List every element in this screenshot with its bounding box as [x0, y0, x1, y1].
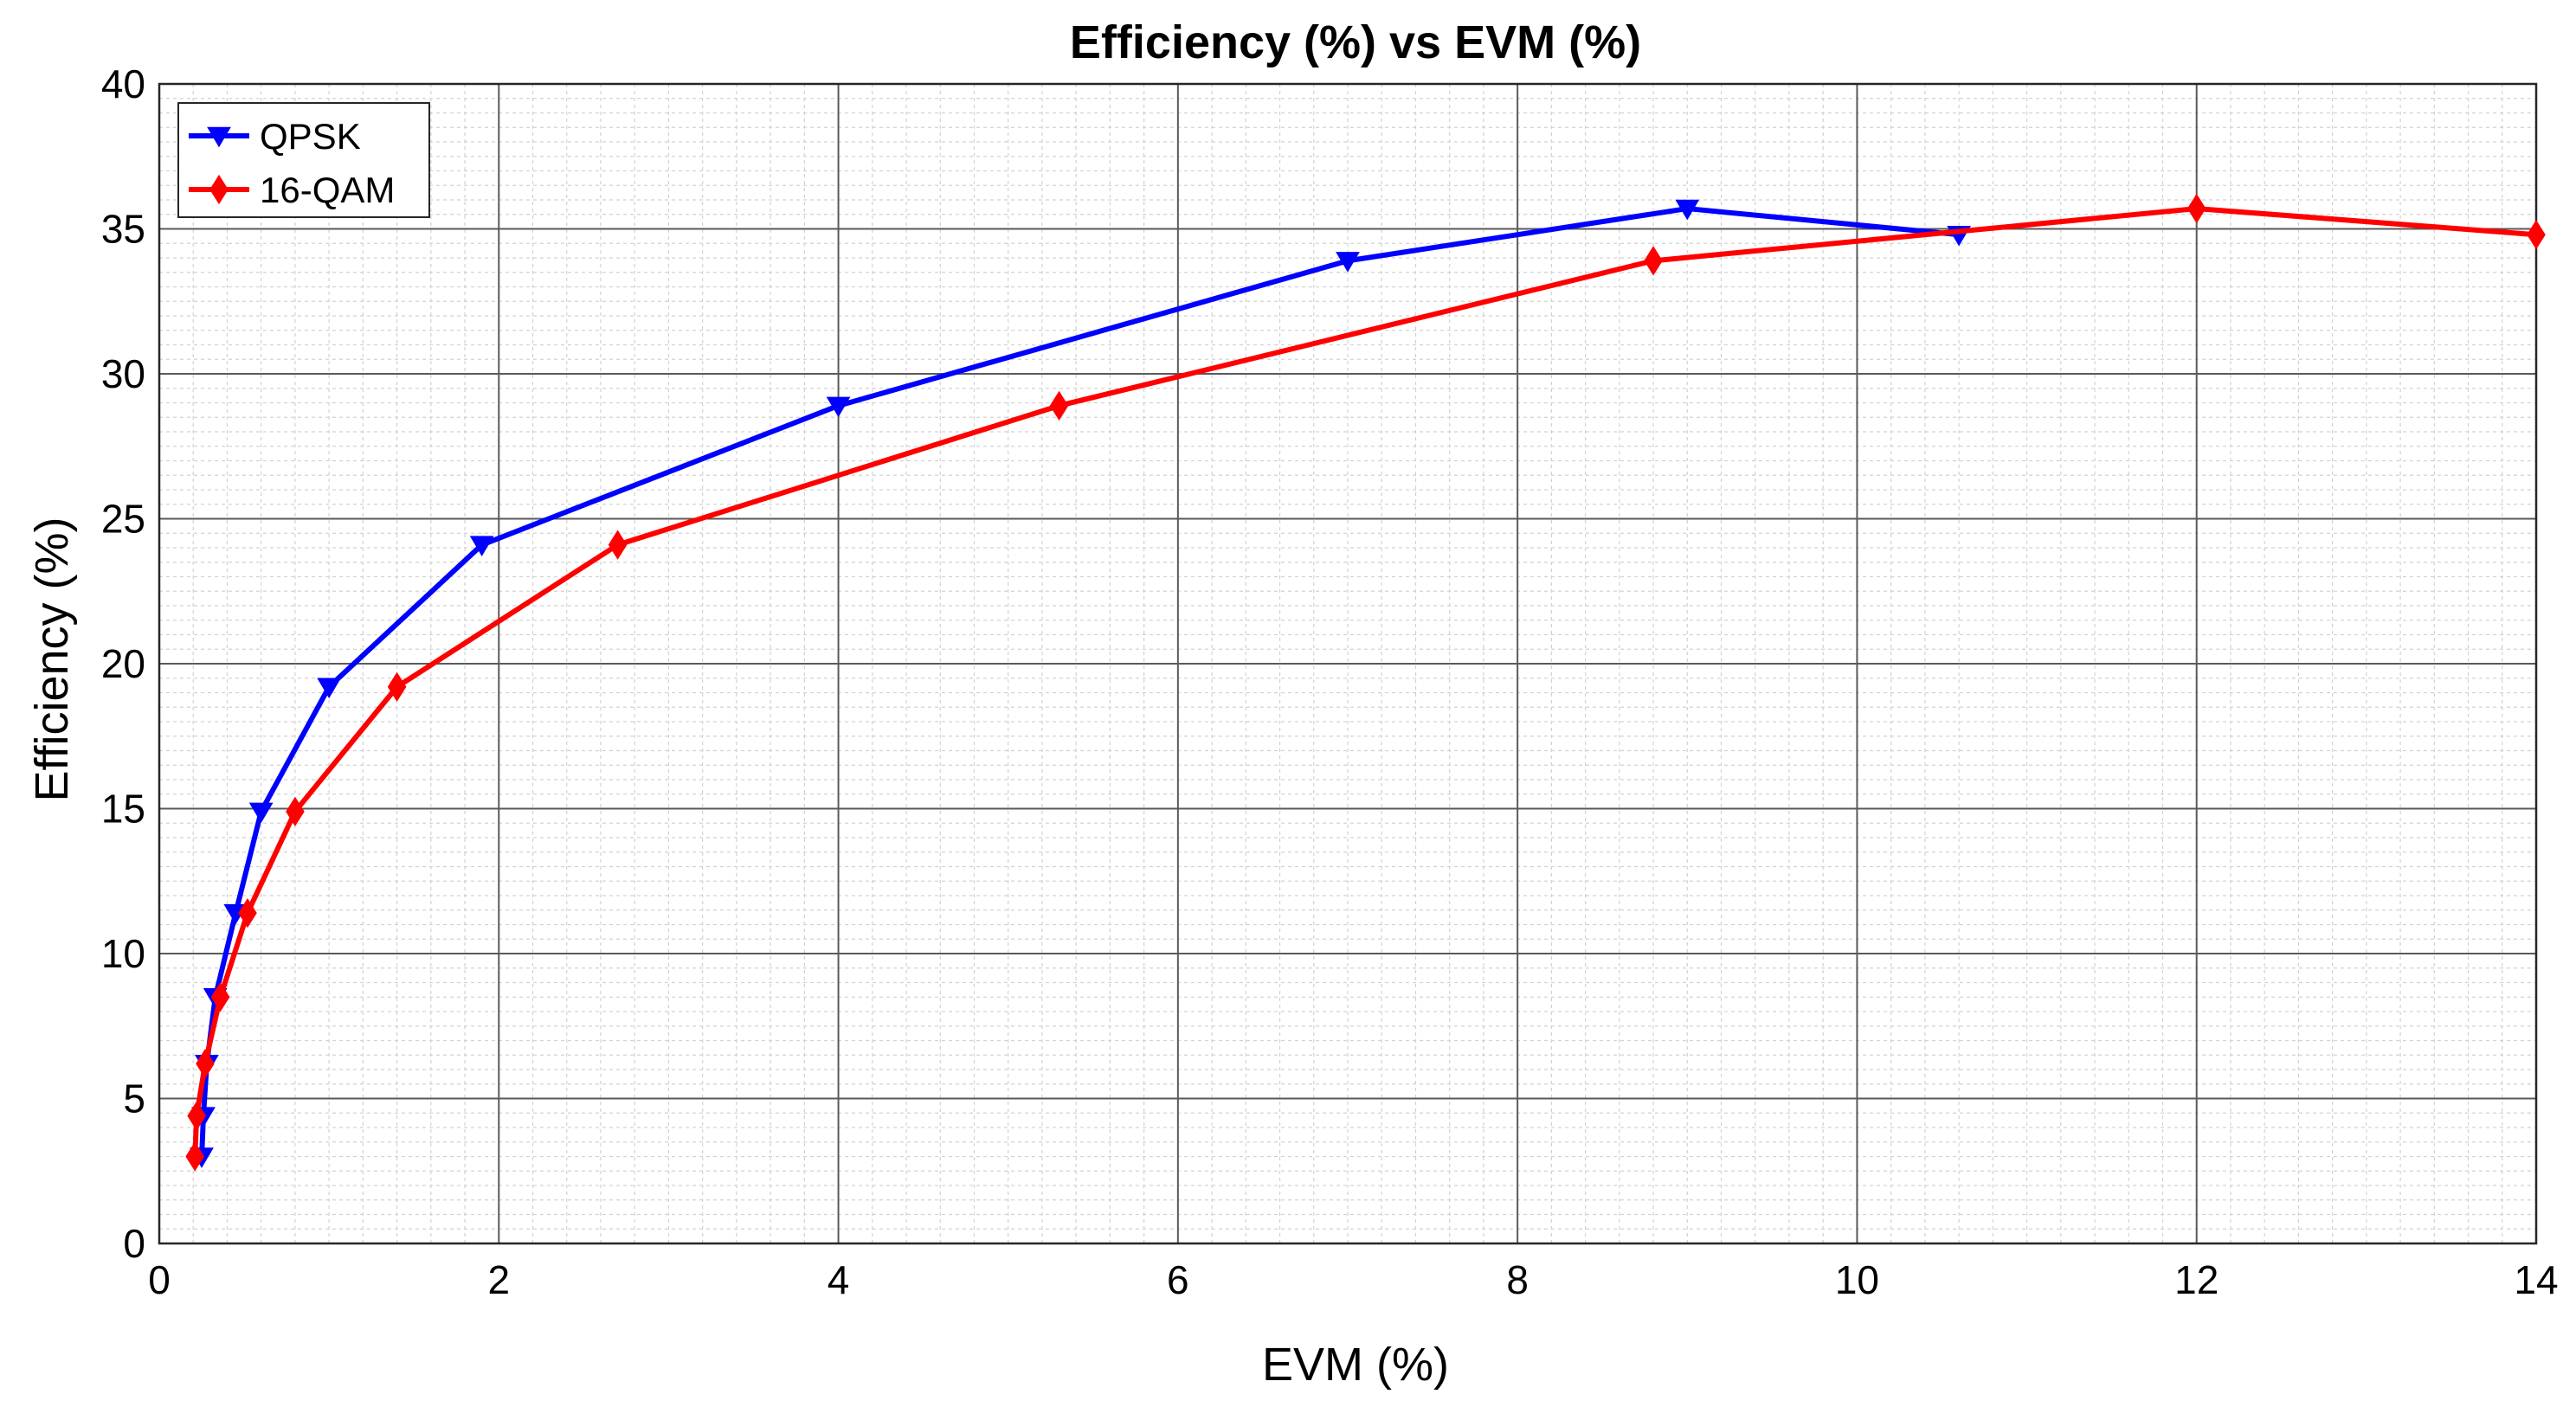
data-point	[1675, 199, 1700, 221]
y-tick-label: 25	[101, 497, 145, 542]
data-point	[2186, 193, 2206, 224]
data-point	[210, 982, 230, 1012]
data-point	[469, 536, 494, 556]
x-tick-label: 0	[148, 1257, 171, 1302]
legend-marker	[207, 126, 231, 148]
x-tick-label: 14	[2514, 1257, 2558, 1302]
x-tick-label: 4	[828, 1257, 850, 1302]
data-point	[286, 796, 305, 826]
data-point	[187, 1101, 206, 1131]
chart-title: Efficiency (%) vs EVM (%)	[1070, 16, 1641, 68]
data-point	[608, 530, 628, 560]
data-point	[196, 1049, 215, 1079]
x-tick-label: 8	[1506, 1257, 1529, 1302]
data-point	[1049, 390, 1069, 421]
data-point	[2527, 220, 2546, 250]
data-point	[317, 678, 342, 699]
y-tick-label: 30	[101, 351, 145, 396]
y-tick-label: 20	[101, 641, 145, 686]
x-tick-label: 6	[1167, 1257, 1189, 1302]
y-axis-label: Efficiency (%)	[26, 517, 78, 801]
data-point	[185, 1141, 204, 1172]
data-point	[1644, 246, 1663, 276]
data-point	[387, 671, 407, 702]
legend-entry: 16-QAM	[189, 170, 395, 210]
x-tick-label: 10	[1835, 1257, 1879, 1302]
y-tick-label: 10	[101, 931, 145, 976]
legend-marker	[209, 174, 229, 205]
y-tick-label: 5	[123, 1076, 145, 1121]
plot-area: 0 2 4 6 8 10 12 14 0 5 10 15 20 25 30 35 40 QPSK 16-QAM	[101, 61, 2559, 1302]
plot-frame	[158, 82, 2538, 1245]
x-tick-label: 2	[487, 1257, 510, 1302]
data-point	[1336, 252, 1360, 273]
legend: QPSK 16-QAM	[177, 102, 430, 218]
legend-label: 16-QAM	[260, 170, 395, 210]
y-tick-label: 35	[101, 207, 145, 252]
y-tick-label: 0	[123, 1221, 145, 1266]
minor-grid	[159, 84, 2536, 1243]
legend-label: QPSK	[260, 116, 361, 157]
x-axis-label: EVM (%)	[1262, 1339, 1449, 1391]
data-point	[248, 802, 274, 824]
data-point	[238, 897, 257, 928]
data-point	[826, 396, 851, 418]
series-16-qam	[185, 193, 2546, 1172]
x-tick-label: 12	[2174, 1257, 2219, 1302]
y-tick-label: 40	[101, 61, 145, 106]
y-tick-label: 15	[101, 787, 145, 832]
legend-entry: QPSK	[189, 116, 361, 157]
